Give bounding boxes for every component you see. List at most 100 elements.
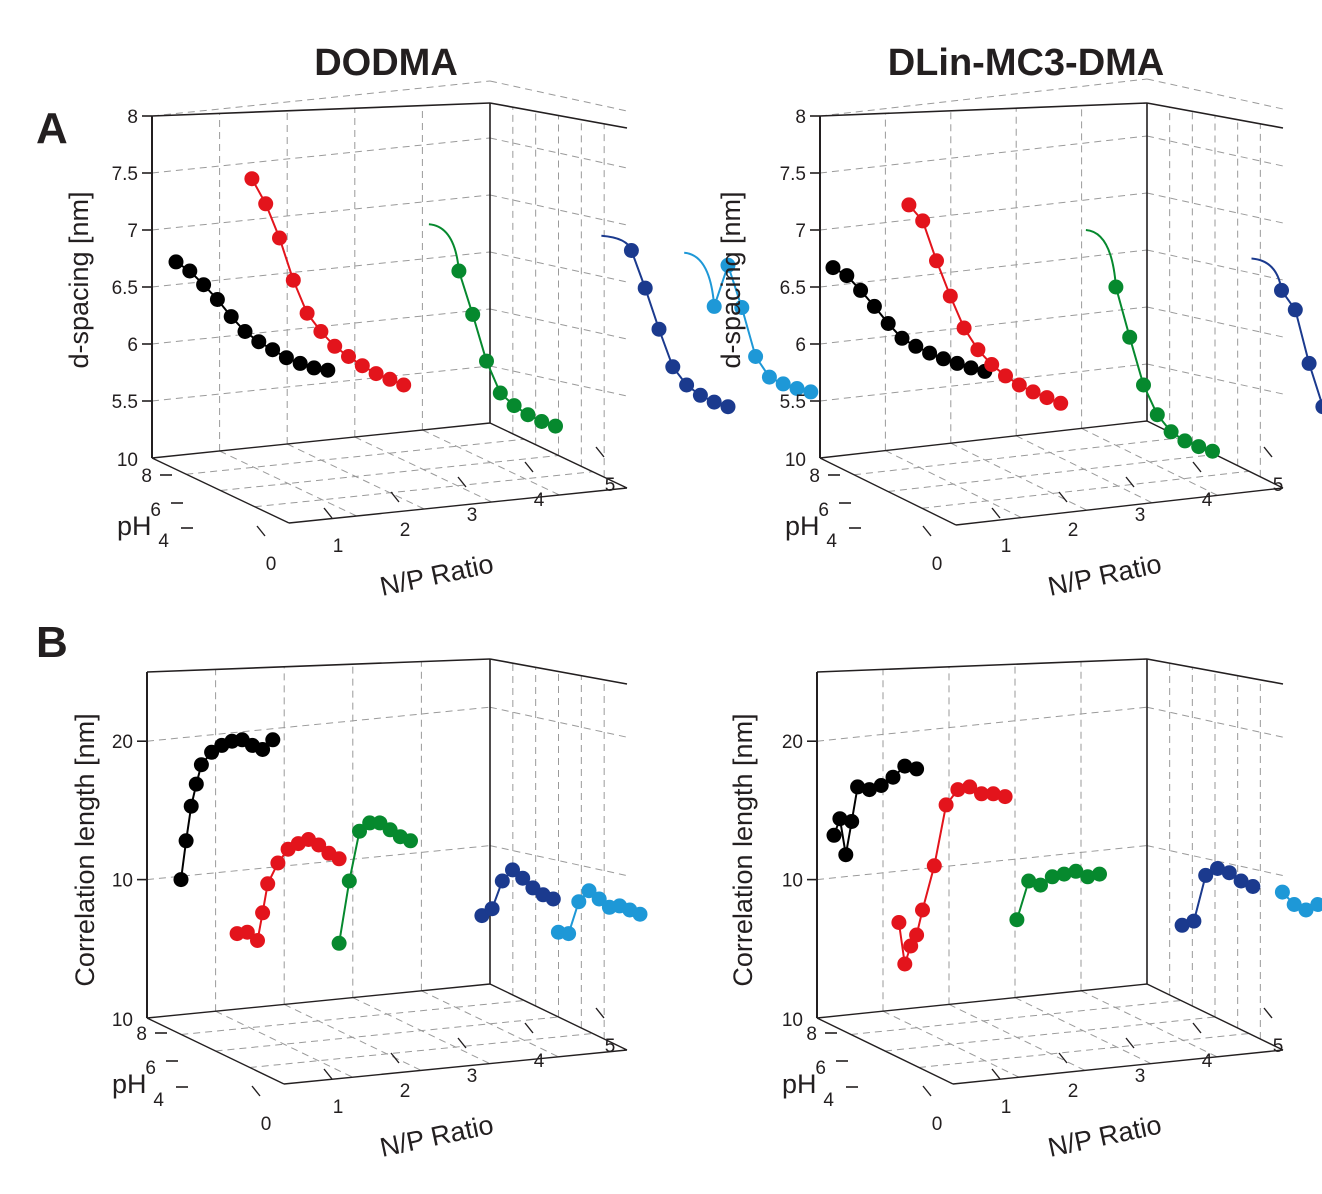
series-pH4	[173, 732, 281, 888]
data-point	[591, 891, 607, 907]
np-tick-mark	[524, 1022, 534, 1034]
floor-gridline	[421, 990, 559, 1058]
data-point	[209, 292, 225, 307]
data-point	[331, 851, 347, 867]
data-point	[382, 371, 398, 387]
data-point	[1177, 433, 1193, 449]
data-point	[1315, 399, 1322, 415]
y-tick-label: 8	[795, 107, 806, 128]
data-point	[891, 915, 907, 930]
np-tick-mark	[922, 1085, 932, 1097]
data-point	[789, 381, 805, 396]
np-tick-mark	[323, 1068, 333, 1080]
np-tick-label: 3	[467, 505, 478, 526]
ph-axis-title: pH	[782, 1069, 817, 1099]
data-point	[1149, 407, 1165, 423]
series-pH4	[825, 260, 993, 379]
data-point	[368, 366, 384, 382]
data-point	[1011, 377, 1027, 393]
np-tick-label: 3	[1135, 1066, 1146, 1087]
floor-gridline	[181, 1000, 525, 1035]
np-tick-label: 4	[1202, 1051, 1213, 1072]
series-pH8	[1274, 884, 1322, 918]
ph-axis-line	[816, 1017, 954, 1085]
np-tick-label: 2	[400, 1081, 411, 1102]
data-point	[178, 833, 194, 849]
np-tick-label: 5	[605, 475, 616, 496]
np-axis-title: N/P Ratio	[1045, 1110, 1164, 1163]
back-floor-edge	[146, 983, 491, 1019]
np-tick-mark	[991, 1068, 1001, 1080]
data-point	[173, 872, 189, 888]
back-wall-gridline	[816, 706, 1148, 742]
series-line	[1280, 289, 1322, 408]
data-point	[706, 394, 722, 410]
side-top-edge	[489, 102, 628, 129]
np-tick-label: 1	[1001, 1097, 1012, 1118]
data-point	[720, 257, 736, 273]
data-point	[1205, 443, 1220, 459]
ph-tick-label: 6	[150, 500, 161, 521]
side-top-edge	[489, 658, 628, 685]
data-point	[938, 797, 954, 813]
np-axis-line	[283, 1049, 628, 1085]
floor-gridline	[215, 1016, 559, 1052]
data-point	[1286, 897, 1302, 912]
series-pH7	[1251, 257, 1322, 415]
data-point	[970, 342, 986, 358]
y-tick-label: 20	[112, 732, 133, 753]
data-point	[1136, 377, 1151, 393]
column-title-dodma: DODMA	[314, 42, 458, 84]
data-point	[270, 855, 286, 871]
panel-label-a: A	[36, 104, 68, 153]
axes-box	[816, 658, 1284, 1085]
np-tick-mark	[390, 1052, 400, 1064]
y-tick-label: 8	[127, 107, 138, 128]
series-pH8	[550, 883, 648, 942]
ph-axis-line	[819, 457, 957, 526]
data-point	[861, 782, 877, 798]
data-point	[706, 298, 722, 314]
y-tick-label: 6	[795, 335, 806, 356]
ph-tick-label: 8	[136, 1024, 147, 1045]
data-point	[520, 407, 536, 423]
np-axis: 0 1 2 3 4 5 N/P Ratio	[922, 446, 1283, 602]
data-point	[984, 357, 1000, 372]
data-point	[1233, 873, 1249, 889]
data-point	[354, 358, 370, 374]
y-tick-label: 7	[127, 221, 138, 242]
data-point	[1108, 279, 1124, 295]
ph-tick-label: 4	[823, 1090, 834, 1111]
y-tick-label: 7	[795, 221, 806, 242]
y-axis-title: d-spacing [nm]	[716, 191, 746, 368]
floor-gridline	[220, 455, 559, 491]
data-point	[484, 901, 500, 917]
top-edge-line	[816, 658, 1148, 673]
data-point	[873, 778, 889, 793]
series-pH5	[891, 779, 1013, 972]
data-point	[465, 306, 481, 322]
data-point	[331, 935, 347, 951]
floor-gridline	[1081, 427, 1218, 496]
data-point	[341, 873, 357, 889]
floor-gridline	[249, 1033, 593, 1068]
data-point	[1298, 902, 1314, 918]
series-pH8	[684, 251, 819, 400]
data-point	[545, 891, 561, 907]
data-point	[352, 823, 367, 839]
data-point	[571, 894, 587, 910]
series-pH6	[331, 815, 418, 951]
floor-gridline	[853, 437, 1182, 476]
data-point	[250, 933, 265, 948]
data-point	[962, 779, 978, 795]
y-tick-label: 10	[782, 871, 803, 892]
series-line	[1114, 286, 1213, 453]
ph-tick-label: 6	[815, 1058, 826, 1079]
data-point	[1221, 865, 1237, 881]
data-point	[403, 833, 418, 849]
data-point	[265, 732, 281, 748]
data-point	[251, 334, 267, 350]
series-pH6	[428, 223, 563, 434]
